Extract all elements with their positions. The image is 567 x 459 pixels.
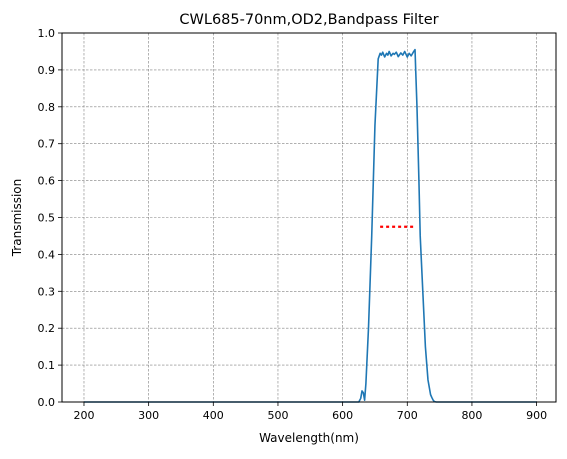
x-tick-label: 400 bbox=[203, 409, 224, 422]
series-layer bbox=[83, 48, 537, 403]
y-tick-label: 0.2 bbox=[38, 322, 56, 335]
y-axis-label: Transmission bbox=[10, 179, 24, 258]
y-tick-label: 0.1 bbox=[38, 359, 56, 372]
x-tick-label: 600 bbox=[332, 409, 353, 422]
transmission-series-line bbox=[83, 48, 537, 403]
x-tick-label: 200 bbox=[73, 409, 94, 422]
y-tick-label: 0.7 bbox=[38, 138, 56, 151]
x-tick-label: 700 bbox=[397, 409, 418, 422]
y-tick-label: 0.3 bbox=[38, 285, 56, 298]
y-tick-label: 0.0 bbox=[38, 396, 56, 409]
y-tick-label: 0.4 bbox=[38, 248, 56, 261]
y-tick-label: 0.5 bbox=[38, 212, 56, 225]
ticks-layer: 200 300 400 500 600 700 800 900 0.0 0.1 0.2 0.3 0.4 0… bbox=[38, 27, 548, 422]
x-axis-label: Wavelength(nm) bbox=[259, 431, 359, 445]
x-tick-label: 800 bbox=[461, 409, 482, 422]
y-tick-label: 0.6 bbox=[38, 175, 56, 188]
x-tick-label: 500 bbox=[267, 409, 288, 422]
y-tick-label: 0.9 bbox=[38, 64, 56, 77]
y-tick-label: 1.0 bbox=[38, 27, 56, 40]
x-tick-label: 900 bbox=[526, 409, 547, 422]
x-tick-label: 300 bbox=[138, 409, 159, 422]
y-tick-label: 0.8 bbox=[38, 101, 56, 114]
chart-title: CWL685-70nm,OD2,Bandpass Filter bbox=[179, 12, 438, 28]
